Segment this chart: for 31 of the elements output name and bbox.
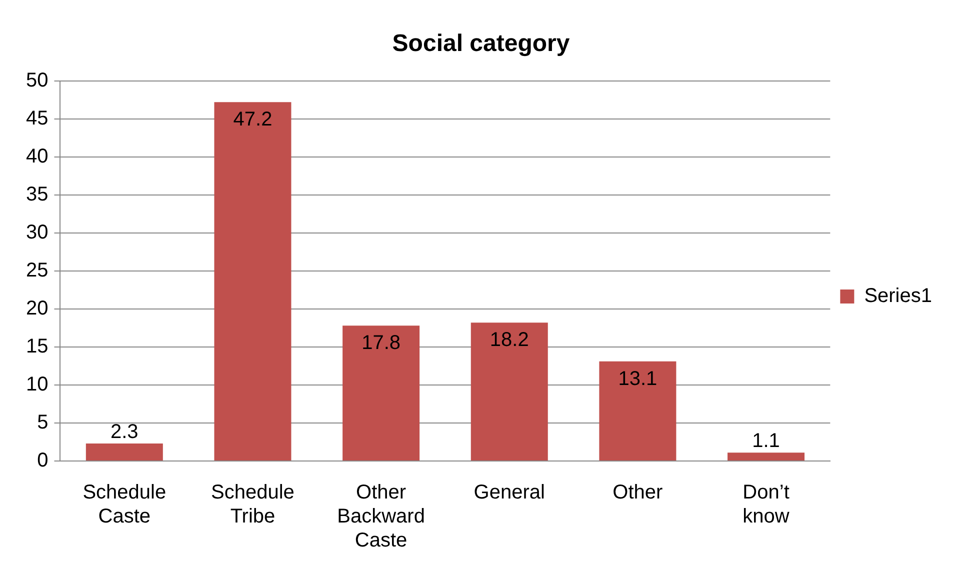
bar: [470, 322, 548, 460]
bar: [342, 326, 420, 460]
x-tick-label: General: [474, 482, 545, 504]
y-tick-label: 50: [26, 69, 48, 92]
legend-label: Series1: [864, 285, 932, 308]
y-tick-label: 20: [26, 297, 48, 320]
y-tick-label: 5: [37, 411, 48, 434]
bar: [214, 102, 292, 460]
chart-title: Social category: [392, 30, 570, 58]
data-label: 2.3: [110, 421, 138, 444]
data-label: 1.1: [752, 430, 780, 452]
y-tick-label: 30: [26, 221, 48, 244]
y-tick-label: 0: [37, 450, 48, 472]
y-tick-label: 10: [26, 373, 48, 396]
bar: [86, 444, 163, 460]
y-tick-label: 35: [26, 183, 48, 206]
y-tick-label: 15: [26, 335, 48, 358]
bar: [599, 361, 676, 460]
y-tick-label: 25: [26, 259, 48, 282]
x-tick-label: Schedule Caste: [82, 482, 166, 528]
data-label: 47.2: [233, 108, 272, 131]
y-tick-label: 40: [26, 145, 48, 168]
x-tick-label: Don’t know: [742, 482, 790, 528]
data-label: 17.8: [362, 332, 401, 354]
data-label: 13.1: [618, 368, 658, 390]
x-tick-label: Other: [612, 482, 664, 504]
data-label: 18.2: [490, 329, 529, 352]
x-tick-label: Other Backward Caste: [337, 482, 425, 552]
bar: [728, 452, 805, 460]
y-tick-label: 45: [26, 107, 48, 130]
x-tick-label: Schedule Tribe: [211, 482, 294, 528]
